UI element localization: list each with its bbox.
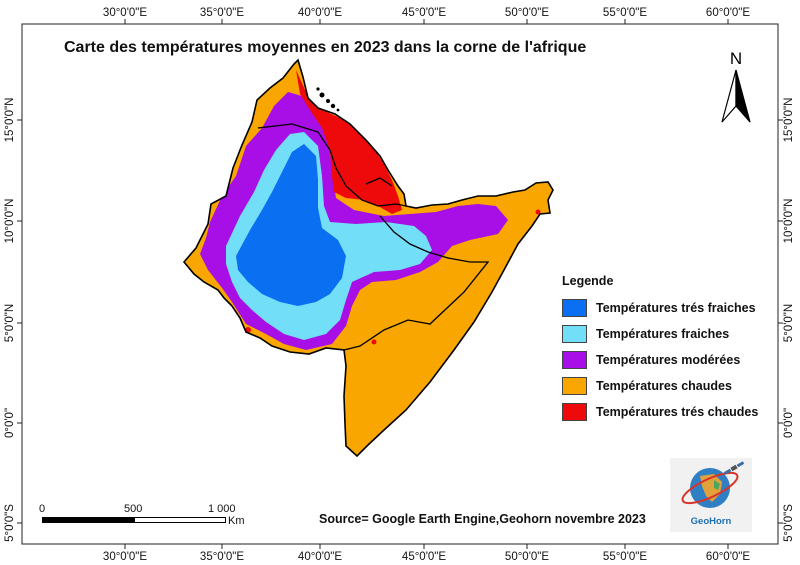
lon-label-top: 60°0'0"E: [706, 7, 750, 19]
lat-label-right: 10°0'0"N: [783, 199, 795, 244]
lon-label-top: 40°0'0"E: [298, 7, 342, 19]
lon-label-top: 45°0'0"E: [402, 7, 446, 19]
lon-label-bottom: 45°0'0"E: [402, 551, 446, 563]
legend-swatch: [562, 351, 587, 369]
lat-label-left: 0°0'0": [4, 408, 16, 438]
scale-unit: Km: [228, 515, 245, 527]
scale-segment: [134, 517, 226, 523]
map-title: Carte des températures moyennes en 2023 …: [64, 39, 587, 56]
lon-label-bottom: 35°0'0"E: [200, 551, 244, 563]
source-note: Source= Google Earth Engine,Geohorn nove…: [319, 512, 646, 526]
lon-label-top: 30°0'0"E: [103, 7, 147, 19]
legend-label: Températures modérées: [596, 353, 741, 367]
lon-label-bottom: 40°0'0"E: [298, 551, 342, 563]
scale-label: 1 000: [208, 503, 236, 515]
legend: Legende Températures trés fraiches Tempé…: [562, 274, 777, 425]
legend-label: Températures chaudes: [596, 379, 732, 393]
legend-title: Legende: [562, 274, 614, 288]
lat-label-left: 5°0'0"S: [4, 504, 16, 542]
geohorn-globe-icon: [681, 461, 745, 508]
legend-item: Températures trés chaudes: [562, 399, 777, 425]
north-arrow-icon: N: [721, 49, 751, 123]
legend-label: Températures trés chaudes: [596, 405, 759, 419]
legend-label: Températures trés fraiches: [596, 301, 756, 315]
lon-label-bottom: 50°0'0"E: [505, 551, 549, 563]
lon-label-bottom: 55°0'0"E: [603, 551, 647, 563]
lat-label-right: 5°0'0"S: [783, 504, 795, 542]
logo-text: GeoHorn: [690, 516, 732, 527]
lat-label-right: 5°0'0"N: [783, 304, 795, 342]
scale-segment: [42, 517, 134, 523]
legend-swatch: [562, 325, 587, 343]
lon-label-top: 50°0'0"E: [505, 7, 549, 19]
lon-label-bottom: 30°0'0"E: [103, 551, 147, 563]
lat-label-left: 10°0'0"N: [4, 199, 16, 244]
north-letter: N: [730, 49, 742, 68]
islands: [316, 87, 340, 112]
legend-swatch: [562, 299, 587, 317]
lat-label-right: 15°0'0"N: [783, 98, 795, 143]
logo: GeoHorn: [670, 458, 752, 532]
graticule-ticks: [17, 19, 783, 549]
legend-swatch: [562, 377, 587, 395]
legend-item: Températures chaudes: [562, 373, 777, 399]
region-outline: [182, 58, 554, 458]
legend-item: Températures modérées: [562, 347, 777, 373]
scale-label: 500: [124, 503, 143, 515]
country-borders: [257, 123, 490, 351]
lat-label-right: 0°0'0": [783, 408, 795, 438]
legend-item: Températures fraiches: [562, 321, 777, 347]
legend-label: Températures fraiches: [596, 327, 730, 341]
lon-label-top: 35°0'0"E: [200, 7, 244, 19]
lon-label-top: 55°0'0"E: [603, 7, 647, 19]
lat-label-left: 15°0'0"N: [4, 98, 16, 143]
scale-label: 0: [39, 503, 46, 515]
lat-label-left: 5°0'0"N: [4, 304, 16, 342]
legend-swatch: [562, 403, 587, 421]
lon-label-bottom: 60°0'0"E: [706, 551, 750, 563]
legend-item: Températures trés fraiches: [562, 295, 777, 321]
north-arrow: N: [716, 46, 756, 126]
scale-bar: 0 500 1 000 Km: [36, 503, 256, 533]
